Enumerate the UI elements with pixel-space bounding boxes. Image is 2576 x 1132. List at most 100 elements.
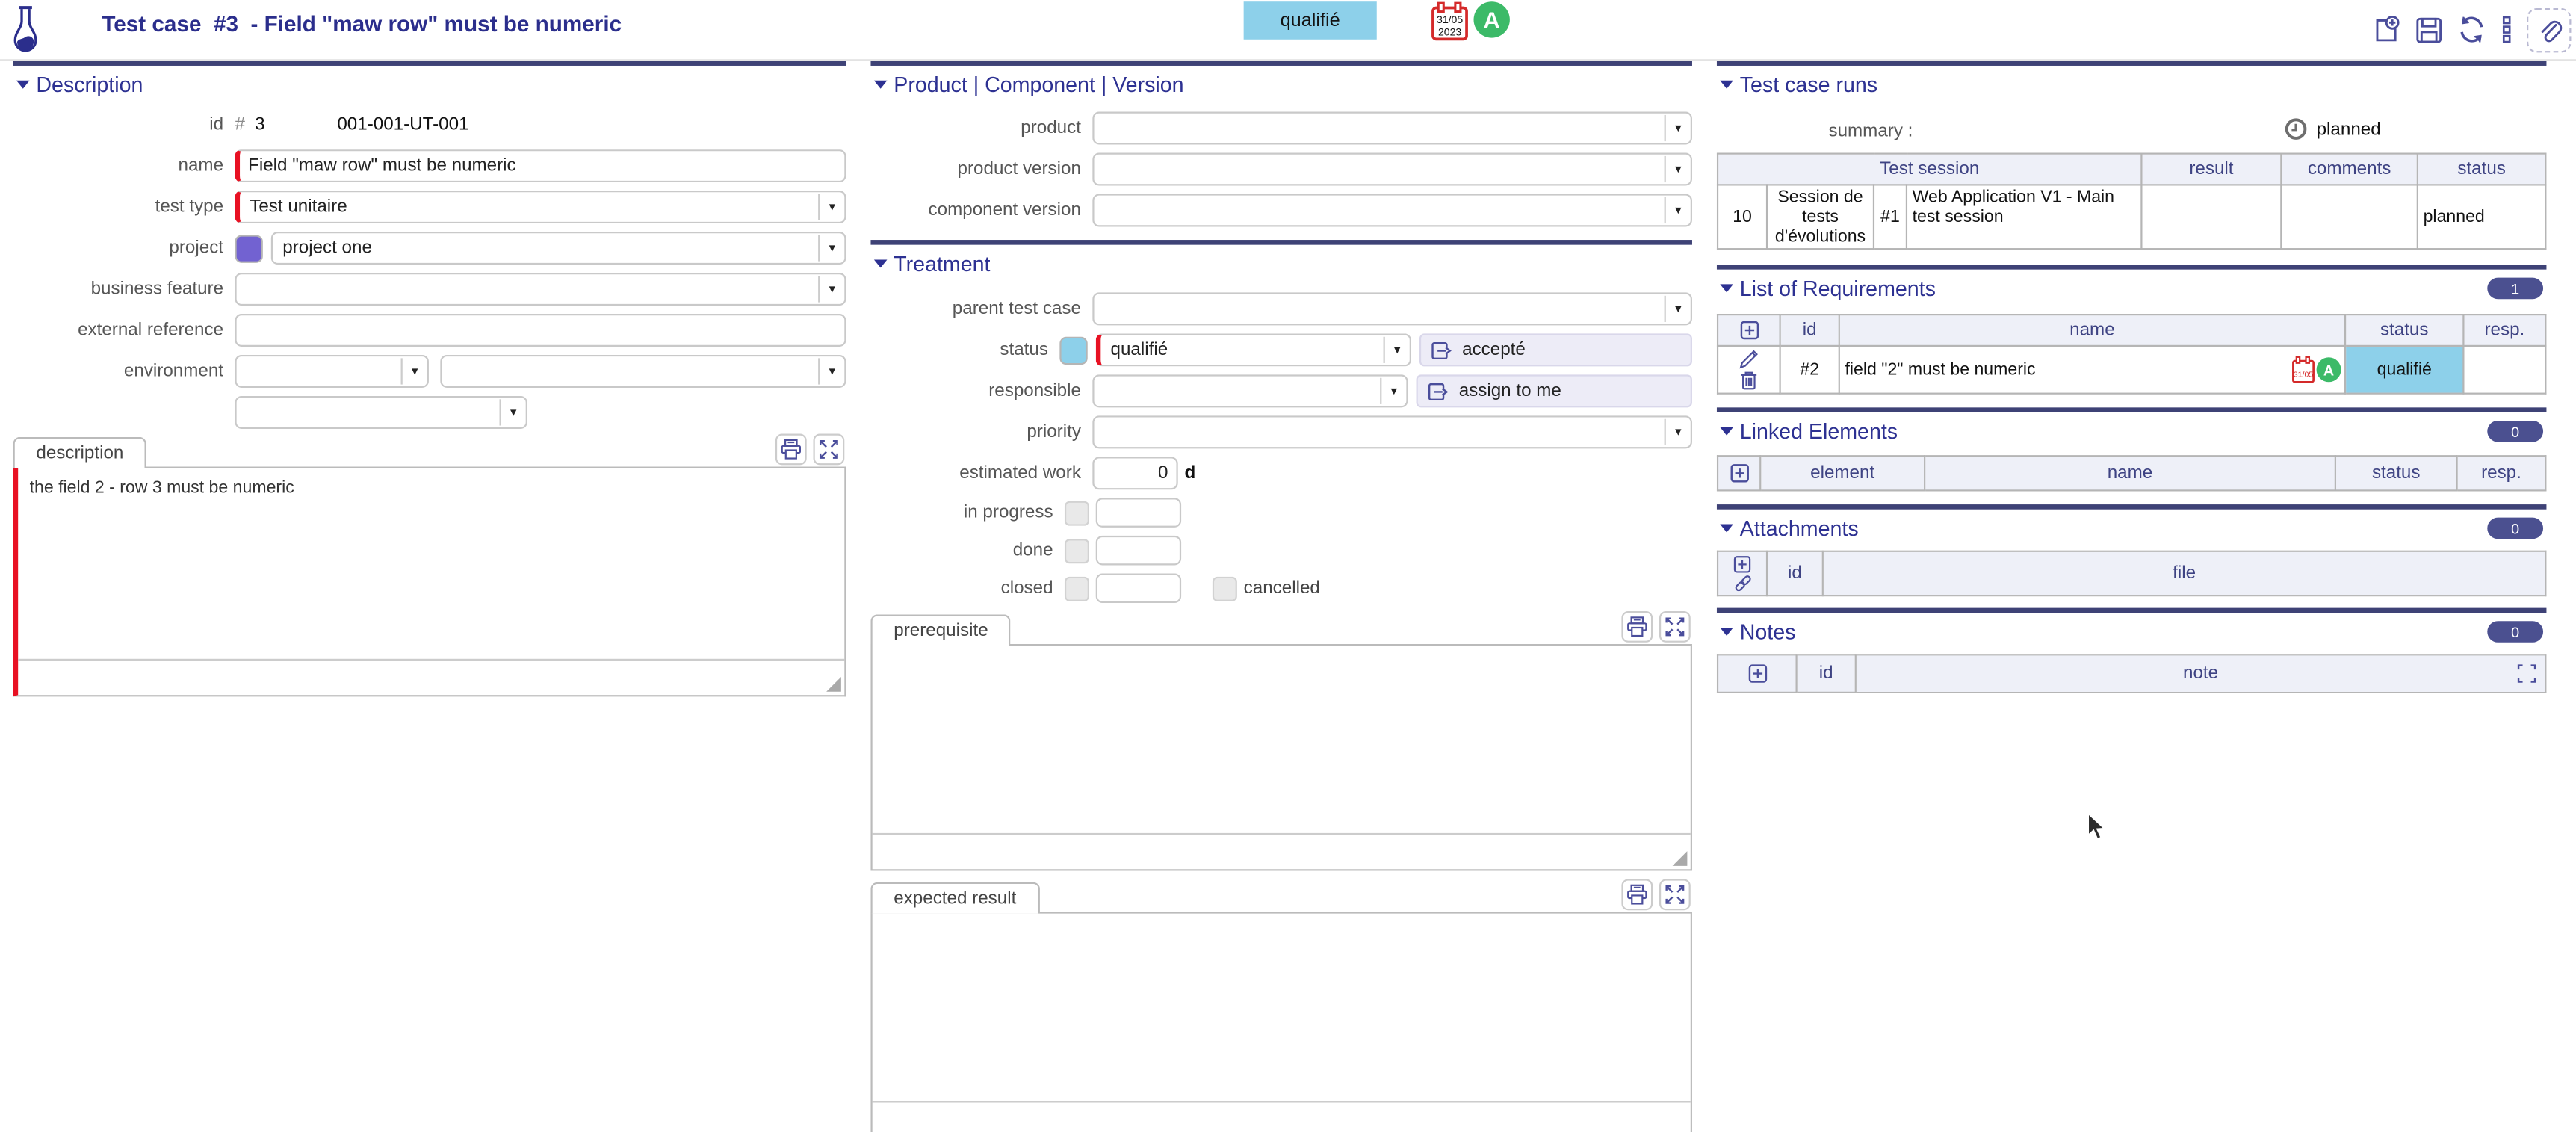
priority-label: priority [1027, 422, 1081, 442]
kebab-menu-icon[interactable] [2501, 15, 2514, 45]
description-section-header[interactable]: Description [13, 69, 846, 99]
expected-result-tab[interactable]: expected result [870, 882, 1040, 914]
estimated-work-input[interactable] [1092, 457, 1178, 490]
add-attachment-cell [1716, 550, 1768, 597]
new-document-icon[interactable] [2372, 15, 2402, 45]
print-icon[interactable] [1621, 611, 1653, 643]
linked-elements-header[interactable]: Linked Elements 0 [1717, 415, 2546, 445]
priority-select[interactable] [1092, 415, 1692, 449]
expected-result-tab-icons [1621, 879, 1691, 911]
description-tab[interactable]: description [13, 436, 147, 468]
svg-text:2023: 2023 [1438, 25, 1461, 37]
description-textarea[interactable]: the field 2 - row 3 must be numeric [13, 466, 846, 697]
description-section: Description id # 3 001-001-UT-001 name t… [13, 61, 846, 697]
prerequisite-textarea[interactable] [870, 644, 1692, 871]
project-select[interactable]: project one [270, 232, 846, 265]
accept-button-label: accepté [1462, 340, 1526, 360]
attachments-header[interactable]: Attachments 0 [1717, 513, 2546, 542]
test-type-select[interactable]: Test unitaire [235, 191, 846, 224]
name-input[interactable] [235, 149, 846, 183]
assign-to-me-label: assign to me [1458, 381, 1561, 401]
collapse-triangle-icon [873, 79, 888, 88]
estimated-work-row: estimated work d [870, 457, 1692, 490]
environment-row-2 [13, 395, 846, 429]
resize-handle[interactable] [1672, 851, 1688, 866]
edit-pencil-icon[interactable] [1739, 348, 1760, 370]
fullscreen-corners-icon[interactable] [2517, 664, 2536, 684]
collapse-triangle-icon [873, 259, 888, 267]
product-select[interactable] [1092, 111, 1692, 145]
closed-checkbox[interactable] [1064, 575, 1089, 601]
chevron-down-icon [1380, 377, 1406, 404]
count-badge: 0 [2487, 420, 2544, 442]
business-feature-select[interactable] [235, 273, 846, 306]
expand-icon[interactable] [813, 433, 845, 466]
textarea-footer [872, 832, 1691, 869]
expand-icon[interactable] [1659, 879, 1691, 911]
delete-trash-icon[interactable] [1739, 370, 1760, 392]
assign-to-me-button[interactable]: assign to me [1416, 374, 1692, 408]
done-date-input[interactable] [1095, 535, 1182, 566]
test-type-value: Test unitaire [250, 197, 347, 217]
save-icon[interactable] [2415, 16, 2443, 43]
done-checkbox[interactable] [1064, 538, 1089, 563]
attachments-table: id file [1716, 550, 2547, 597]
runs-table-header-row: Test session result comments status [1716, 152, 2547, 186]
expected-result-textarea[interactable] [870, 912, 1692, 1132]
prerequisite-tab[interactable]: prerequisite [870, 614, 1012, 646]
environment-select-1[interactable] [235, 354, 429, 388]
external-reference-input[interactable] [235, 314, 846, 347]
in-progress-date-input[interactable] [1095, 498, 1182, 528]
responsible-select[interactable] [1092, 374, 1408, 408]
main-content: Description id # 3 001-001-UT-001 name t… [0, 61, 2576, 1132]
prerequisite-tab-row: prerequisite [870, 611, 1692, 646]
run-status: planned [2416, 184, 2547, 250]
col-resp: resp. [2456, 455, 2547, 492]
add-icon[interactable] [1729, 463, 1748, 483]
cancelled-label: cancelled [1243, 578, 1320, 599]
project-label: project [169, 238, 224, 259]
environment-select-3[interactable] [235, 395, 527, 429]
chevron-down-icon [1664, 114, 1691, 142]
parent-test-case-row: parent test case [870, 292, 1692, 326]
environment-label: environment [123, 361, 224, 382]
add-icon[interactable] [1747, 664, 1767, 684]
accept-button[interactable]: accepté [1419, 333, 1692, 367]
add-icon[interactable] [1739, 321, 1759, 340]
closed-date-input[interactable] [1095, 573, 1182, 604]
refresh-icon[interactable] [2456, 15, 2488, 45]
external-reference-row: external reference [13, 314, 846, 347]
col-file: file [1821, 550, 2547, 597]
cancelled-checkbox[interactable] [1212, 575, 1237, 601]
product-section: Product | Component | Version product pr… [870, 61, 1692, 227]
print-icon[interactable] [1621, 879, 1653, 911]
notes-header[interactable]: Notes 0 [1717, 616, 2546, 646]
parent-test-case-label: parent test case [952, 299, 1081, 319]
attachment-paperclip-icon[interactable] [2527, 7, 2572, 52]
chevron-down-icon [1664, 295, 1691, 323]
description-panel: Description id # 3 001-001-UT-001 name t… [13, 61, 846, 697]
link-icon[interactable] [1733, 574, 1752, 593]
status-select[interactable]: qualifié [1095, 333, 1411, 367]
print-icon[interactable] [775, 433, 807, 466]
component-version-select[interactable] [1092, 194, 1692, 227]
add-icon[interactable] [1733, 554, 1751, 572]
product-section-header[interactable]: Product | Component | Version [870, 69, 1692, 99]
name-row: name [13, 149, 846, 183]
add-linked-cell [1716, 455, 1762, 492]
requirements-header[interactable]: List of Requirements 1 [1717, 273, 2546, 303]
section-title: Notes [1739, 619, 1796, 644]
parent-test-case-select[interactable] [1092, 292, 1692, 326]
col-status: status [2334, 455, 2458, 492]
expand-icon[interactable] [1659, 611, 1691, 643]
section-title: Treatment [894, 250, 991, 276]
resize-handle[interactable] [826, 676, 841, 692]
project-value: project one [282, 238, 372, 259]
id-hash: # [235, 114, 245, 135]
in-progress-checkbox[interactable] [1064, 500, 1089, 525]
test-case-runs-header[interactable]: Test case runs [1717, 69, 2546, 99]
add-note-cell [1716, 654, 1798, 694]
environment-select-2[interactable] [440, 354, 846, 388]
product-version-select[interactable] [1092, 152, 1692, 186]
treatment-section-header[interactable]: Treatment [870, 248, 1692, 278]
